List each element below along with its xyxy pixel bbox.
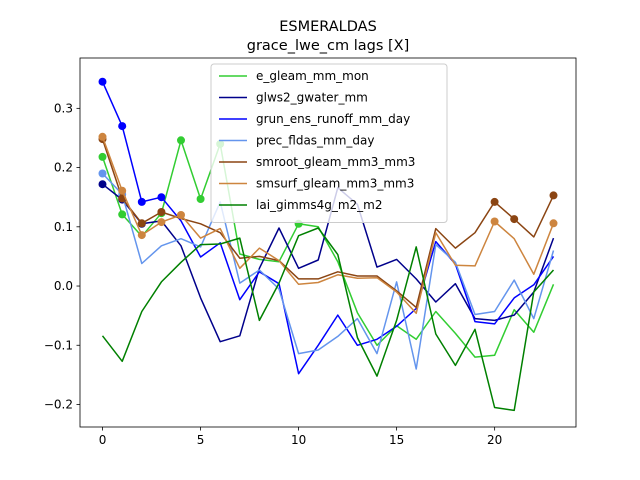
y-tick-label-3: 0.1 <box>54 220 73 234</box>
series-line-glws2_gwater_mm <box>102 183 555 343</box>
y-tick-label-4: 0.2 <box>54 161 73 175</box>
series-line-prec_fldas_mm_day <box>101 172 555 370</box>
x-tick-label-15: 15 <box>389 433 404 447</box>
legend-label-smsurf_gleam_mm3_mm3: smsurf_gleam_mm3_mm3 <box>256 177 414 191</box>
chart-subtitle: grace_lwe_cm lags [X] <box>247 38 410 54</box>
series-marker-e_gleam_mm_mon-1 <box>118 210 127 219</box>
legend-box <box>210 63 448 223</box>
x-tick-label-10: 10 <box>291 433 306 447</box>
series-marker-smroot_gleam_mm3_mm3-21 <box>510 215 519 224</box>
x-tick-label-0: 0 <box>99 433 107 447</box>
legend-label-glws2_gwater_mm: glws2_gwater_mm <box>256 91 368 105</box>
legend-label-prec_fldas_mm_day: prec_fldas_mm_day <box>256 134 375 148</box>
legend-label-e_gleam_mm_mon: e_gleam_mm_mon <box>256 69 369 83</box>
series-marker-smsurf_gleam_mm3_mm3-23 <box>549 219 558 228</box>
series-marker-smroot_gleam_mm3_mm3-23 <box>549 191 558 200</box>
legend-label-smroot_gleam_mm3_mm3: smroot_gleam_mm3_mm3 <box>256 155 415 169</box>
series-marker-e_gleam_mm_mon-0 <box>98 152 107 161</box>
y-tick-label-5: 0.3 <box>54 101 73 115</box>
series-marker-smsurf_gleam_mm3_mm3-2 <box>137 231 146 240</box>
x-tick-label-20: 20 <box>487 433 502 447</box>
series-marker-prec_fldas_mm_day-0 <box>98 169 107 178</box>
series-marker-smsurf_gleam_mm3_mm3-0 <box>98 132 107 141</box>
series-marker-smsurf_gleam_mm3_mm3-3 <box>157 218 166 227</box>
y-tick-label-2: 0.0 <box>54 279 73 293</box>
series-marker-grun_ens_runoff_mm_day-1 <box>118 122 127 131</box>
y-tick-label-0: −0.2 <box>44 397 73 411</box>
legend-label-grun_ens_runoff_mm_day: grun_ens_runoff_mm_day <box>256 112 410 126</box>
series-marker-e_gleam_mm_mon-5 <box>196 195 205 203</box>
x-tick-label-5: 5 <box>197 433 205 447</box>
series-marker-e_gleam_mm_mon-4 <box>177 136 185 145</box>
series-line-e_gleam_mm_mon <box>101 139 555 358</box>
series-marker-smroot_gleam_mm3_mm3-3 <box>157 208 166 216</box>
legend-label-lai_gimms4g_m2_m2: lai_gimms4g_m2_m2 <box>256 198 383 212</box>
series-marker-smsurf_gleam_mm3_mm3-20 <box>490 217 499 226</box>
series-marker-smsurf_gleam_mm3_mm3-4 <box>177 211 185 219</box>
series-marker-smroot_gleam_mm3_mm3-20 <box>490 197 499 206</box>
series-line-smroot_gleam_mm3_mm3 <box>101 138 555 309</box>
series-marker-smroot_gleam_mm3_mm3-2 <box>137 219 146 228</box>
series-marker-smsurf_gleam_mm3_mm3-1 <box>118 186 127 195</box>
chart-title: ESMERALDAS <box>279 19 377 35</box>
y-tick-label-1: −0.1 <box>44 338 73 352</box>
series-marker-glws2_gwater_mm-0 <box>98 180 107 189</box>
series-line-lai_gimms4g_m2_m2 <box>101 227 555 412</box>
legend: e_gleam_mm_mon glws2_gwater_mm grun_ens_ru… <box>210 63 448 223</box>
series-marker-grun_ens_runoff_mm_day-3 <box>157 193 166 202</box>
series-marker-grun_ens_runoff_mm_day-0 <box>98 77 107 86</box>
series-marker-grun_ens_runoff_mm_day-2 <box>137 197 146 206</box>
axes-frame <box>79 57 577 428</box>
axes: 0 5 10 15 20 −0.2 −0.1 0.0 0.1 0.2 0.3 <box>44 57 577 447</box>
